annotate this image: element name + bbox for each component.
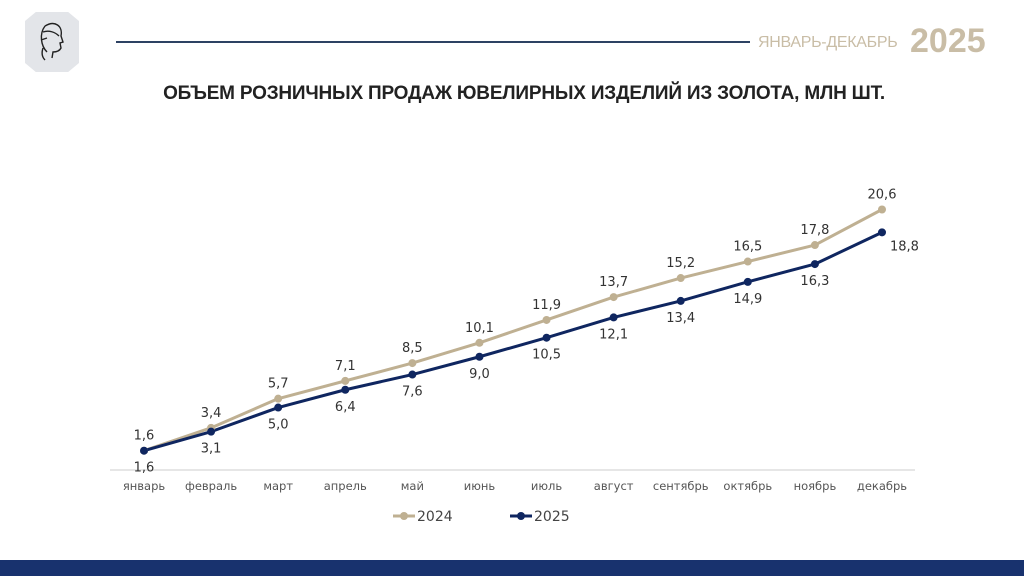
data-point-2025 xyxy=(743,277,752,286)
legend-label-2025: 2025 xyxy=(534,509,570,525)
data-point-2025 xyxy=(609,313,618,322)
data-label-2025: 1,6 xyxy=(134,461,155,476)
x-tick-label: декабрь xyxy=(857,479,907,493)
data-point-2025 xyxy=(542,333,551,342)
data-point-2024 xyxy=(609,293,618,302)
legend-marker-2025 xyxy=(517,512,525,520)
data-label-2024: 7,1 xyxy=(335,359,356,374)
data-label-2025: 13,4 xyxy=(666,311,695,326)
data-label-2024: 17,8 xyxy=(800,223,829,238)
data-point-2024 xyxy=(475,338,484,347)
data-label-2024: 11,9 xyxy=(532,298,561,313)
data-point-2025 xyxy=(676,296,685,305)
data-label-2025: 3,1 xyxy=(201,442,222,457)
data-point-2025 xyxy=(878,228,886,237)
data-point-2025 xyxy=(408,370,417,379)
footer-bar xyxy=(0,560,1024,576)
data-point-2024 xyxy=(408,359,417,368)
data-point-2024 xyxy=(274,394,283,403)
x-tick-label: январь xyxy=(123,479,166,493)
x-tick-label: сентябрь xyxy=(653,479,709,493)
data-point-2025 xyxy=(341,385,350,394)
x-tick-label: март xyxy=(263,479,293,493)
data-point-2025 xyxy=(475,352,484,361)
data-label-2025: 18,8 xyxy=(890,239,919,254)
x-tick-label: май xyxy=(401,479,424,493)
chart-title: ОБЪЕМ РОЗНИЧНЫХ ПРОДАЖ ЮВЕЛИРНЫХ ИЗДЕЛИЙ… xyxy=(163,83,885,104)
data-label-2024: 10,1 xyxy=(465,321,494,336)
data-label-2025: 6,4 xyxy=(335,400,356,415)
data-point-2025 xyxy=(207,427,216,436)
logo xyxy=(25,12,79,72)
profile-head-icon xyxy=(40,22,64,61)
x-tick-label: август xyxy=(594,479,634,493)
data-label-2025: 9,0 xyxy=(469,367,490,382)
period-label: ЯНВАРЬ-ДЕКАБРЬ xyxy=(758,34,898,51)
data-label-2024: 20,6 xyxy=(868,188,897,203)
data-label-2025: 5,0 xyxy=(268,418,289,433)
x-tick-label: ноябрь xyxy=(794,479,837,493)
data-point-2024 xyxy=(878,205,886,214)
data-label-2024: 5,7 xyxy=(268,377,289,392)
data-label-2024: 3,4 xyxy=(201,406,222,421)
legend-label-2024: 2024 xyxy=(417,509,453,525)
data-label-2024: 13,7 xyxy=(599,275,628,290)
x-tick-label: июнь xyxy=(464,479,496,493)
data-point-2025 xyxy=(810,260,819,269)
data-label-2024: 16,5 xyxy=(733,240,762,255)
data-label-2025: 14,9 xyxy=(733,292,762,307)
data-point-2025 xyxy=(274,403,283,412)
data-label-2024: 1,6 xyxy=(134,429,155,444)
series-line-2025 xyxy=(143,230,883,453)
data-label-2024: 15,2 xyxy=(666,256,695,271)
line-chart: январь февраль март апрель май июнь июль август… xyxy=(110,188,919,525)
data-point-2024 xyxy=(810,241,819,250)
data-label-2025: 7,6 xyxy=(402,385,423,400)
data-point-2024 xyxy=(341,376,350,385)
year-label: 2025 xyxy=(910,22,986,60)
data-point-2024 xyxy=(542,315,551,324)
data-point-2024 xyxy=(676,274,685,283)
x-tick-label: февраль xyxy=(185,479,237,493)
data-label-2024: 8,5 xyxy=(402,341,423,356)
data-point-2024 xyxy=(743,257,752,266)
series-line-2024 xyxy=(143,208,883,453)
data-label-2025: 12,1 xyxy=(599,327,628,342)
data-point-2025 xyxy=(140,446,148,455)
x-tick-label: октябрь xyxy=(723,479,772,493)
data-label-2025: 10,5 xyxy=(532,348,561,363)
header-divider xyxy=(116,41,750,43)
x-tick-label: апрель xyxy=(324,479,367,493)
x-tick-label: июль xyxy=(531,479,563,493)
data-label-2025: 16,3 xyxy=(800,274,829,289)
legend-marker-2024 xyxy=(400,512,408,520)
